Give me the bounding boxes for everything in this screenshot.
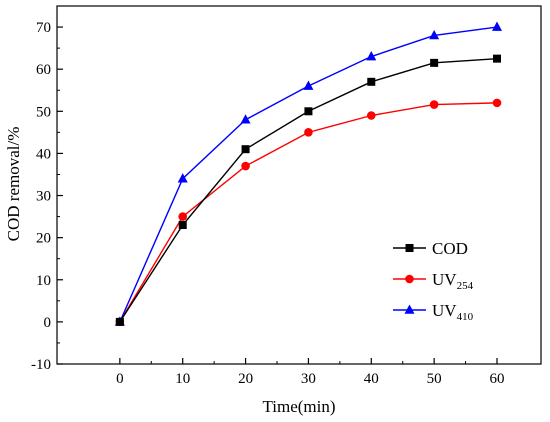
data-point-cod	[115, 317, 124, 326]
legend-label-main: UV	[432, 301, 457, 320]
x-tick-label: 50	[427, 371, 442, 387]
legend-label-cod: COD	[432, 239, 468, 258]
data-point-cod	[367, 77, 376, 86]
data-point-uv410	[366, 51, 377, 61]
data-point-cod	[493, 54, 501, 63]
legend-label-main: COD	[432, 239, 468, 258]
data-point-uv410	[429, 29, 440, 40]
legend-marker-uv254	[405, 274, 414, 284]
y-tick-label: 50	[36, 104, 51, 120]
y-tick-label: 10	[36, 273, 51, 289]
axis-tick-labels: 0 10 20 30 40 50 60 -10 0 10 20 30 40 50 60 70	[31, 20, 505, 387]
y-tick-label: 40	[36, 146, 51, 162]
legend-label-subscript: 410	[457, 311, 474, 323]
legend-marker-cod	[405, 244, 414, 252]
x-tick-label: 20	[238, 371, 253, 387]
data-point-cod	[241, 145, 250, 154]
y-tick-label: -10	[31, 357, 51, 373]
data-point-uv410	[240, 114, 251, 124]
plot-frame	[56, 5, 542, 365]
y-tick-label: 0	[44, 315, 52, 331]
y-tick-label: 70	[36, 20, 51, 36]
y-tick-label: 30	[36, 189, 51, 205]
data-point-cod	[304, 107, 313, 116]
series-markers	[114, 21, 502, 327]
data-point-cod	[178, 221, 187, 230]
data-point-uv410	[492, 21, 502, 31]
data-point-uv254	[366, 111, 376, 120]
x-tick-label: 30	[301, 371, 316, 387]
data-point-uv254	[241, 161, 250, 171]
x-tick-label: 0	[116, 371, 124, 387]
y-axis-title: COD removal/%	[4, 127, 23, 242]
x-axis-title: Time(min)	[262, 397, 335, 416]
legend-label-main: UV	[432, 270, 457, 289]
x-tick-label: 60	[490, 371, 505, 387]
data-point-uv254	[304, 128, 313, 137]
legend-label-uv254: UV254	[432, 270, 474, 292]
legend-marker-uv410	[404, 304, 415, 314]
legend-label-subscript: 254	[457, 280, 474, 292]
data-point-uv254	[178, 212, 188, 221]
x-tick-label: 10	[175, 371, 190, 387]
data-point-uv254	[492, 98, 502, 108]
data-point-uv410	[303, 80, 314, 90]
legend-label-uv410: UV410	[432, 301, 474, 323]
axis-ticks	[57, 26, 498, 365]
y-tick-label: 60	[36, 62, 51, 78]
x-tick-label: 40	[364, 371, 379, 387]
y-tick-label: 20	[36, 231, 51, 247]
data-point-uv254	[429, 100, 439, 109]
data-point-cod	[430, 58, 439, 67]
data-point-uv410	[177, 173, 188, 183]
